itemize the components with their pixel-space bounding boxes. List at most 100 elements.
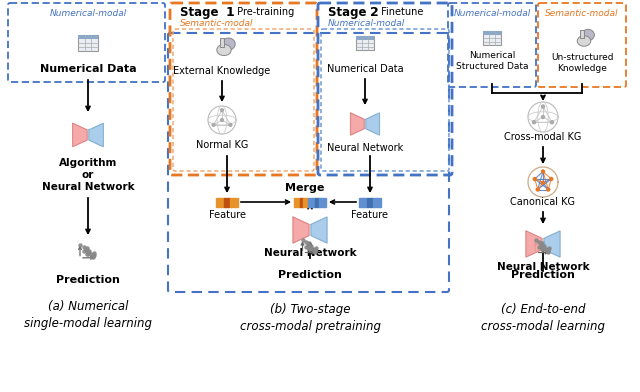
Bar [367, 198, 372, 207]
Circle shape [533, 178, 536, 180]
Point [534, 243, 545, 250]
Polygon shape [526, 231, 542, 257]
Text: Numerical-modal: Numerical-modal [453, 9, 531, 18]
Circle shape [541, 116, 545, 118]
Text: (c) End-to-end
cross-modal learning: (c) End-to-end cross-modal learning [481, 303, 605, 333]
Bar [483, 31, 501, 45]
Point [531, 237, 541, 243]
Ellipse shape [577, 36, 591, 46]
Bar [356, 36, 374, 40]
Point [301, 243, 312, 250]
Point [301, 239, 311, 245]
Circle shape [541, 170, 545, 173]
Point [303, 242, 313, 248]
Circle shape [547, 188, 550, 191]
Text: Numerical Data: Numerical Data [40, 64, 136, 74]
Text: External Knowledge: External Knowledge [173, 66, 271, 76]
Text: Feature: Feature [209, 210, 246, 220]
Bar [372, 198, 381, 207]
Text: Algorithm
or
Neural Network: Algorithm or Neural Network [42, 158, 134, 192]
Circle shape [221, 109, 223, 112]
Point [310, 247, 321, 253]
Polygon shape [293, 217, 309, 243]
Point [88, 254, 98, 260]
Text: Feature: Feature [351, 210, 388, 220]
Point [79, 244, 89, 250]
Text: Merge: Merge [285, 183, 324, 193]
Text: Numerical Data: Numerical Data [326, 64, 403, 74]
Point [310, 248, 320, 254]
Text: Neural Network: Neural Network [327, 143, 403, 153]
Text: Stage: Stage [180, 5, 223, 18]
Bar [483, 31, 501, 35]
Bar [216, 198, 225, 207]
Point [83, 249, 93, 255]
Text: (b) Two-stage
cross-modal pretraining: (b) Two-stage cross-modal pretraining [239, 303, 381, 333]
Bar [294, 198, 300, 207]
Point [79, 248, 89, 254]
Circle shape [536, 188, 540, 191]
Polygon shape [544, 231, 560, 257]
Text: (a) Numerical
single-modal learning: (a) Numerical single-modal learning [24, 300, 152, 330]
Point [543, 248, 553, 254]
Polygon shape [366, 113, 380, 135]
Text: Prediction: Prediction [278, 270, 342, 280]
Bar [303, 198, 308, 207]
Point [88, 252, 99, 258]
Point [298, 237, 308, 243]
Bar [319, 198, 326, 207]
Point [82, 245, 92, 251]
Point [306, 242, 316, 249]
Ellipse shape [221, 38, 236, 50]
Circle shape [229, 123, 232, 126]
Text: 2: 2 [370, 5, 379, 18]
Bar [356, 36, 374, 50]
Point [311, 245, 321, 251]
Point [83, 251, 93, 257]
Text: Finetune: Finetune [378, 7, 424, 17]
Circle shape [532, 121, 536, 124]
Point [305, 246, 315, 252]
Bar [225, 198, 230, 207]
Point [544, 245, 554, 251]
Circle shape [550, 178, 553, 180]
Text: Normal KG: Normal KG [196, 140, 248, 150]
Text: Canonical KG: Canonical KG [511, 197, 575, 207]
Point [304, 246, 314, 252]
Point [543, 249, 553, 255]
Point [534, 239, 544, 245]
Bar [220, 38, 224, 47]
Polygon shape [311, 217, 327, 243]
Text: Neural Network: Neural Network [264, 248, 356, 258]
Text: Cross-modal KG: Cross-modal KG [504, 132, 582, 142]
Text: Pre-training: Pre-training [234, 7, 294, 17]
Ellipse shape [582, 29, 595, 41]
Polygon shape [73, 123, 87, 147]
Point [537, 246, 547, 252]
Point [84, 247, 94, 254]
Polygon shape [89, 123, 103, 147]
Text: Numerical-modal: Numerical-modal [49, 9, 127, 18]
Point [88, 253, 99, 260]
Point [305, 244, 315, 250]
Text: Numerical
Structured Data: Numerical Structured Data [456, 51, 528, 71]
Text: Semantic-modal: Semantic-modal [545, 9, 619, 18]
Polygon shape [351, 113, 364, 135]
Bar [308, 198, 315, 207]
Circle shape [541, 181, 545, 184]
Point [308, 245, 318, 252]
Bar [300, 198, 303, 207]
Point [538, 246, 548, 252]
Text: Numerical-modal: Numerical-modal [328, 18, 405, 27]
Point [536, 242, 546, 248]
Point [543, 247, 554, 253]
Text: 1: 1 [226, 5, 235, 18]
Ellipse shape [217, 44, 231, 56]
Point [86, 250, 96, 257]
Point [539, 242, 549, 249]
Text: Stage: Stage [328, 5, 371, 18]
Bar [77, 35, 99, 40]
Circle shape [550, 121, 554, 124]
Point [541, 245, 551, 252]
Text: Neural Network: Neural Network [497, 262, 589, 272]
